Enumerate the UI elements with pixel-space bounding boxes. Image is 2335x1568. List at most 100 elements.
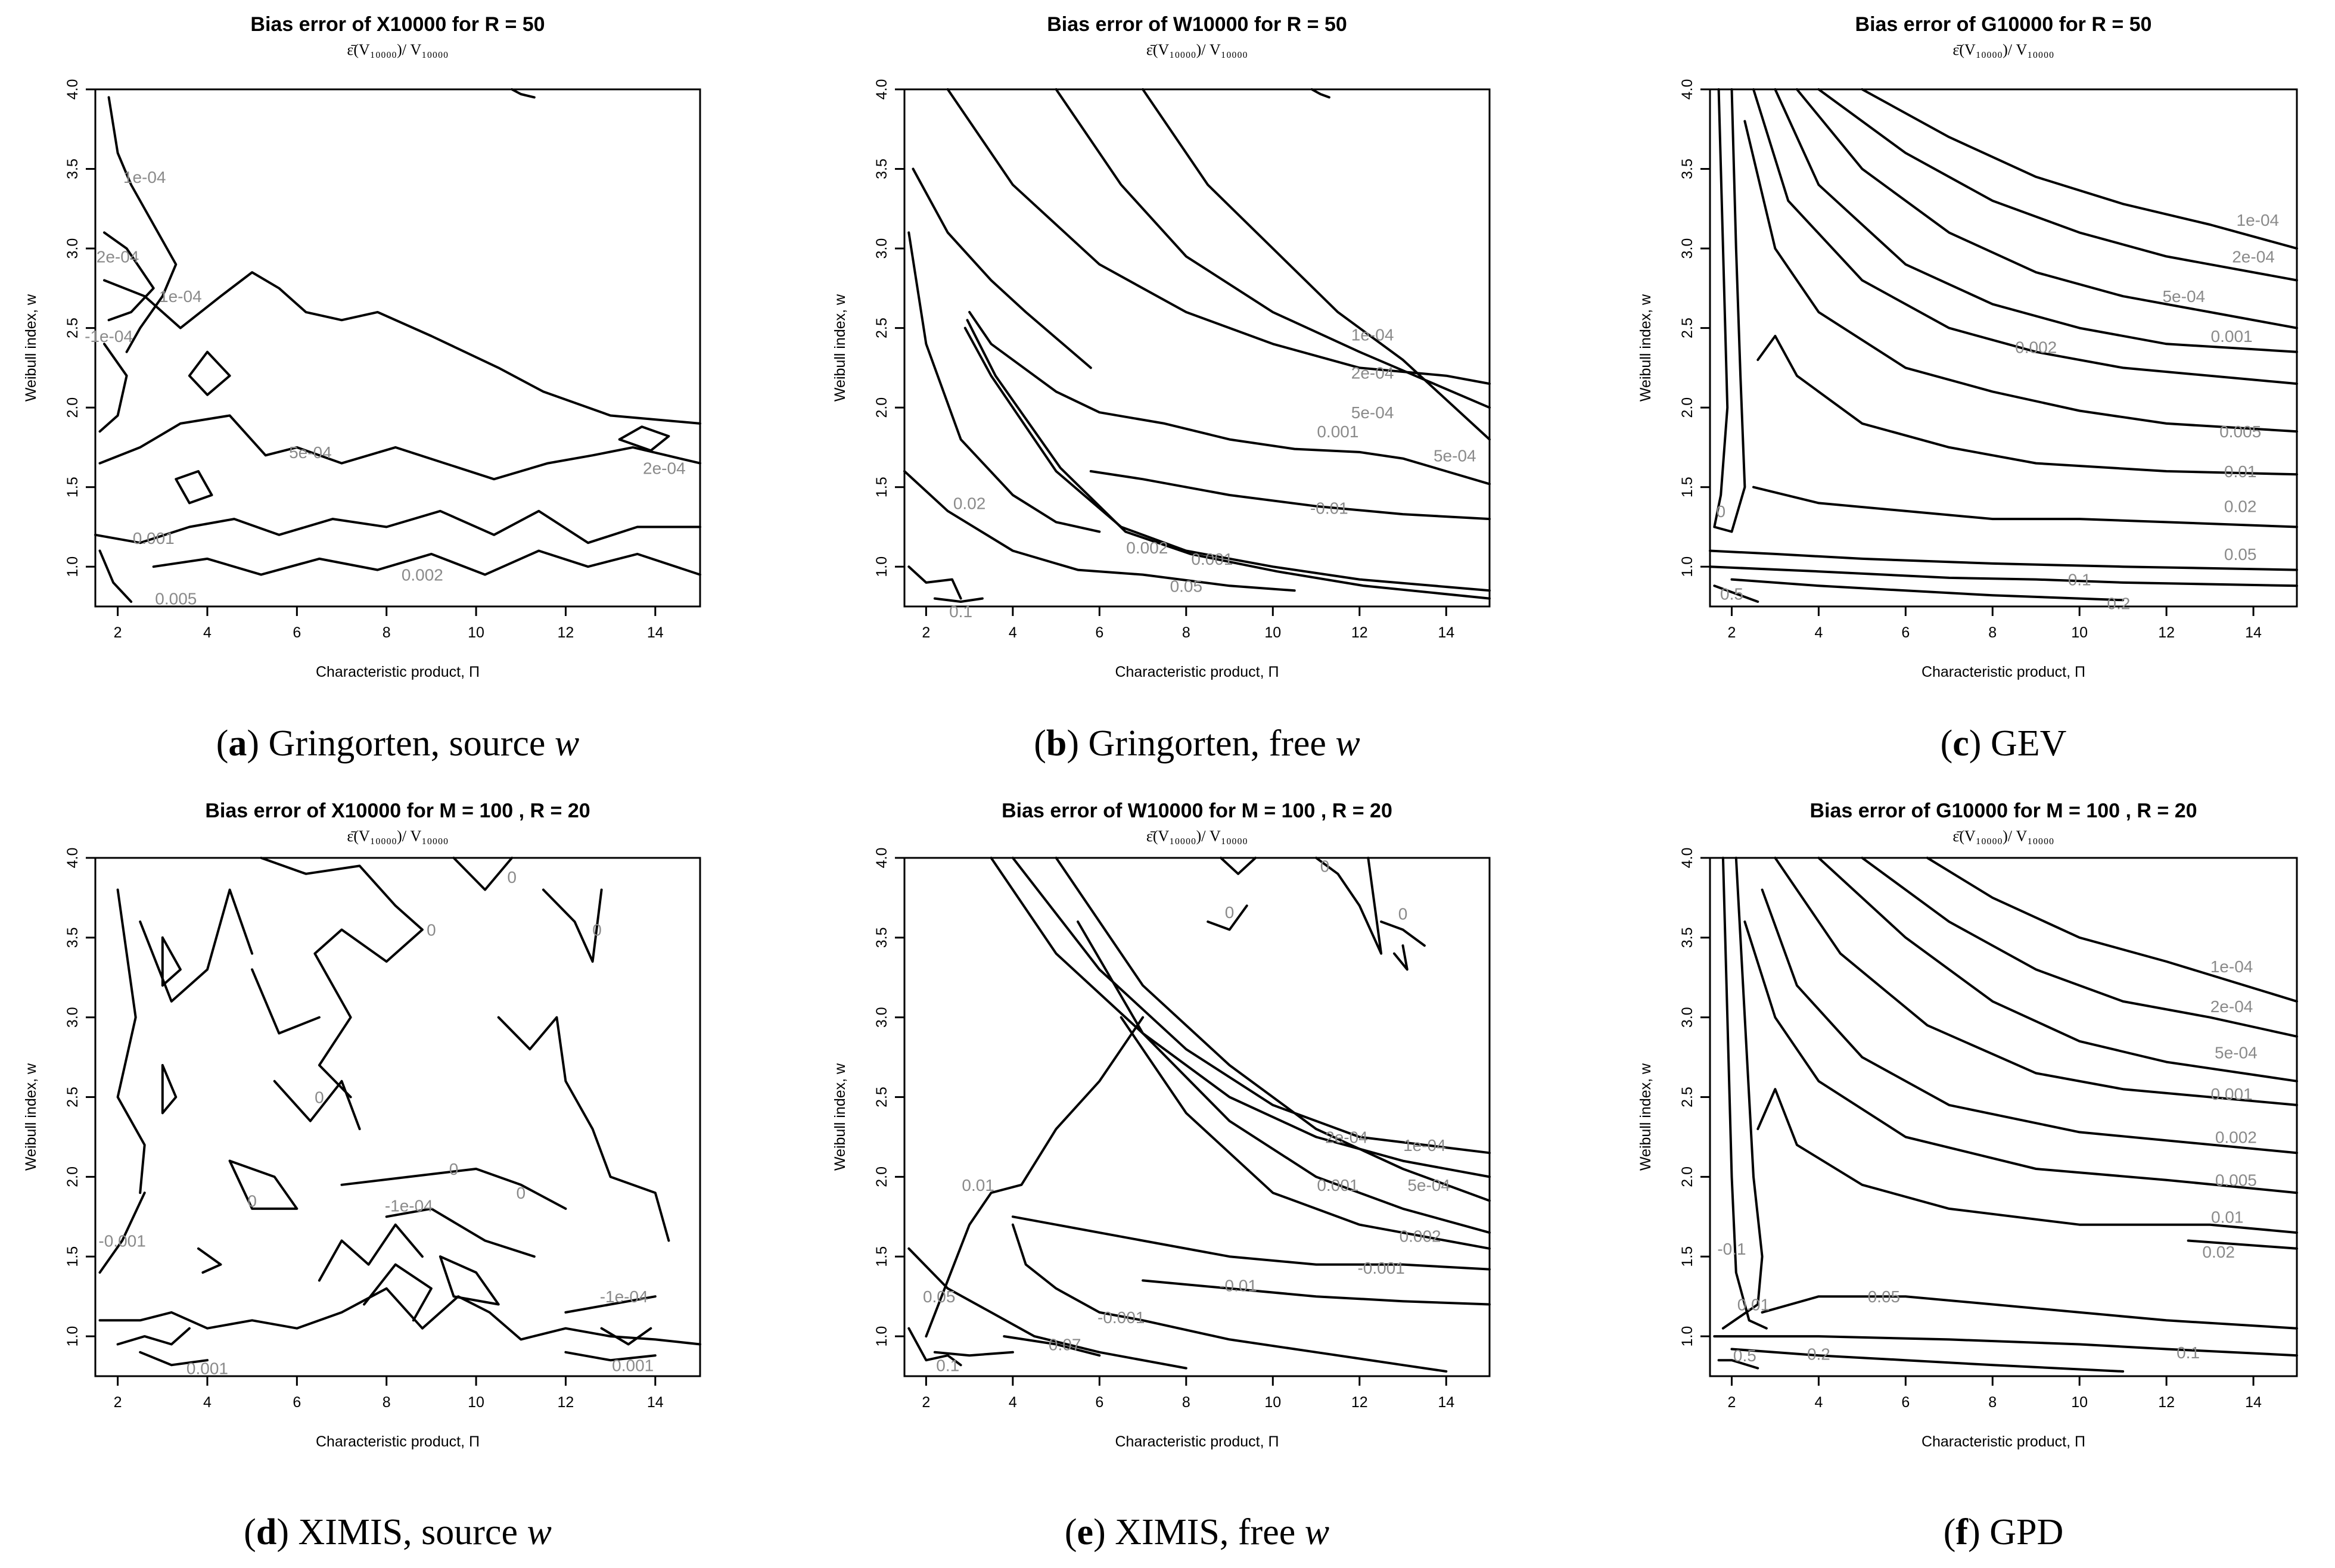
contour-label: 0.05 — [923, 1287, 956, 1306]
contour-line — [161, 1064, 178, 1115]
x-tick-label: 12 — [1351, 624, 1368, 641]
y-tick-label: 3.0 — [64, 238, 81, 259]
caption-variable: w — [1305, 1512, 1329, 1553]
contour-label: 0.005 — [2219, 422, 2261, 441]
contour-label: 2e-04 — [2210, 997, 2253, 1016]
x-tick-label: 2 — [1728, 1394, 1736, 1411]
contour-label: 0.001 — [1317, 1176, 1358, 1194]
x-tick-label: 2 — [114, 1394, 122, 1411]
x-tick-label: 14 — [647, 1394, 664, 1411]
x-axis-label: Characteristic product, Π — [1115, 1433, 1279, 1450]
caption-variable: w — [1335, 723, 1360, 764]
x-tick-label: 2 — [922, 1394, 930, 1411]
contour-line — [1220, 857, 1257, 875]
x-tick-label: 4 — [1814, 624, 1823, 641]
y-tick-label: 3.0 — [1679, 1007, 1696, 1028]
caption-text: XIMIS, free — [1106, 1512, 1305, 1553]
chart-title: Bias error of X10000 for R = 50 — [250, 13, 545, 36]
contour-label: -1e-04 — [385, 1197, 433, 1215]
contour-line — [1011, 1215, 1491, 1271]
contour-label: 0.07 — [1049, 1335, 1081, 1354]
contour-label: -0.001 — [98, 1231, 145, 1250]
contour-label: 0.005 — [155, 590, 197, 608]
x-tick-label: 4 — [203, 1394, 212, 1411]
caption-text: Gringorten, source — [259, 723, 555, 764]
contour-line — [2187, 1239, 2298, 1250]
contour-line — [197, 1247, 222, 1274]
y-tick-label: 2.5 — [873, 318, 890, 338]
caption-text: XIMIS, source — [289, 1512, 527, 1553]
contour-line — [139, 1351, 209, 1367]
contour-label: 0.1 — [949, 602, 972, 621]
contour-label: 1e-04 — [2210, 957, 2253, 976]
contour-line — [907, 231, 1101, 533]
contour-label: 1e-04 — [2237, 211, 2280, 229]
contour-label: 0.05 — [2224, 545, 2257, 564]
contour-line — [260, 857, 424, 1099]
contour-label: 0 — [1320, 857, 1330, 875]
contour-label: 0.02 — [2202, 1243, 2235, 1261]
chart-subtitle: ε̄(V₁₀₀₀₀)/ V₁₀₀₀₀ — [1952, 827, 2054, 845]
contour-label: 5e-04 — [1407, 1176, 1450, 1194]
contour-line — [1926, 857, 2298, 1003]
caption-paren-open: ( — [1944, 1512, 1956, 1553]
contour-label: 0 — [449, 1160, 459, 1178]
caption-paren-open: ( — [1941, 723, 1953, 764]
contour-label: 0.02 — [953, 494, 986, 512]
contour-line — [340, 1168, 567, 1210]
contour-label: -0.001 — [1097, 1308, 1145, 1327]
y-tick-label: 3.5 — [873, 158, 890, 179]
contour-label: 0.005 — [2215, 1171, 2257, 1190]
contour-label: 0.001 — [2211, 1085, 2253, 1103]
contour-line — [618, 425, 670, 452]
contour-line — [98, 343, 128, 433]
contour-line — [925, 1016, 1145, 1338]
y-axis-label: Weibull index, w — [832, 1063, 848, 1171]
contour-line — [439, 1255, 500, 1306]
caption-paren-close: ) — [1067, 723, 1079, 764]
x-tick-label: 10 — [468, 624, 484, 641]
plot-frame — [94, 857, 701, 1377]
x-tick-label: 12 — [558, 1394, 574, 1411]
contour-line — [1142, 88, 1491, 441]
x-tick-label: 4 — [1814, 1394, 1823, 1411]
y-tick-label: 1.5 — [873, 477, 890, 497]
y-tick-label: 3.0 — [873, 238, 890, 259]
contour-label: 0 — [315, 1088, 324, 1107]
y-tick-label: 2.5 — [64, 318, 81, 338]
caption-letter: e — [1077, 1512, 1094, 1553]
contour-line — [175, 470, 213, 505]
y-axis-label: Weibull index, w — [1637, 294, 1654, 402]
caption-letter: b — [1046, 723, 1067, 764]
x-tick-label: 8 — [1182, 1394, 1190, 1411]
x-tick-label: 6 — [293, 1394, 301, 1411]
contour-lines — [903, 88, 1491, 603]
x-tick-label: 14 — [1438, 1394, 1454, 1411]
x-tick-label: 6 — [1901, 1394, 1910, 1411]
contour-line — [1713, 88, 1746, 533]
panel-caption: (b) Gringorten, free w — [1034, 723, 1360, 764]
y-tick-label: 2.5 — [1679, 1087, 1696, 1107]
contour-label: 0.1 — [2177, 1343, 2200, 1362]
contour-line — [1011, 857, 1491, 1155]
caption-letter: a — [228, 723, 247, 764]
y-tick-label: 3.0 — [1679, 238, 1696, 259]
y-tick-label: 4.0 — [64, 848, 81, 869]
contour-label: 1e-04 — [123, 168, 166, 186]
x-tick-label: 14 — [1438, 624, 1454, 641]
y-tick-label: 3.5 — [64, 158, 81, 179]
x-axis-label: Characteristic product, Π — [316, 664, 480, 680]
contour-label: 2e-04 — [1351, 363, 1394, 382]
contour-label: 2e-04 — [643, 459, 686, 478]
panel-e: Bias error of W10000 for M = 100 , R = 2… — [832, 799, 1491, 1553]
chart-title: Bias error of G10000 for R = 50 — [1855, 13, 2152, 36]
x-tick-label: 12 — [2158, 1394, 2175, 1411]
contour-label: 0 — [427, 920, 436, 939]
contour-label: 0 — [247, 1192, 257, 1211]
contour-label: 0.002 — [402, 566, 443, 584]
contour-label: 0 — [592, 920, 602, 939]
plot-frame — [903, 857, 1491, 1377]
y-tick-label: 2.5 — [64, 1087, 81, 1107]
contour-label: 1e-04 — [159, 287, 202, 306]
x-tick-label: 4 — [1009, 1394, 1017, 1411]
